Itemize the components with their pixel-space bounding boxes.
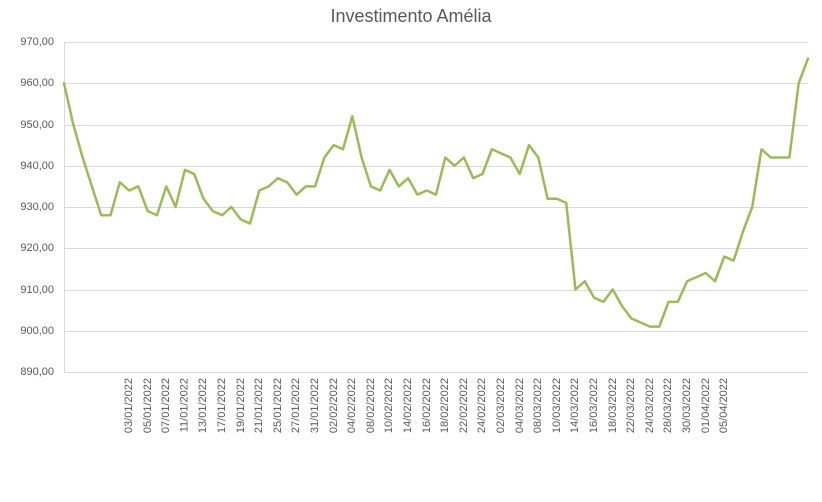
x-tick-label: 03/01/2022 bbox=[123, 378, 135, 433]
x-tick-label: 04/02/2022 bbox=[346, 378, 358, 433]
x-tick-label: 05/04/2022 bbox=[718, 378, 730, 433]
x-tick-label: 01/04/2022 bbox=[700, 378, 712, 433]
x-tick-label: 02/03/2022 bbox=[495, 378, 507, 433]
x-tick-label: 10/02/2022 bbox=[383, 378, 395, 433]
line-series bbox=[64, 42, 808, 372]
x-tick-label: 28/03/2022 bbox=[662, 378, 674, 433]
y-tick-label: 890,00 bbox=[0, 366, 54, 378]
x-tick-label: 25/01/2022 bbox=[272, 378, 284, 433]
x-tick-label: 02/02/2022 bbox=[328, 378, 340, 433]
x-tick-label: 14/02/2022 bbox=[402, 378, 414, 433]
y-tick-label: 920,00 bbox=[0, 242, 54, 254]
y-tick-label: 900,00 bbox=[0, 325, 54, 337]
x-tick-label: 21/01/2022 bbox=[253, 378, 265, 433]
x-tick-label: 19/01/2022 bbox=[235, 378, 247, 433]
x-tick-label: 18/03/2022 bbox=[607, 378, 619, 433]
y-tick-label: 970,00 bbox=[0, 36, 54, 48]
x-tick-label: 31/01/2022 bbox=[309, 378, 321, 433]
x-tick-label: 16/02/2022 bbox=[421, 378, 433, 433]
x-tick-label: 05/01/2022 bbox=[142, 378, 154, 433]
x-tick-label: 27/01/2022 bbox=[290, 378, 302, 433]
y-tick-label: 930,00 bbox=[0, 201, 54, 213]
x-tick-label: 08/02/2022 bbox=[365, 378, 377, 433]
chart-container: { "chart": { "type": "line", "title": "I… bbox=[0, 0, 822, 502]
x-tick-label: 22/02/2022 bbox=[458, 378, 470, 433]
y-tick-label: 950,00 bbox=[0, 119, 54, 131]
y-tick-label: 940,00 bbox=[0, 160, 54, 172]
x-tick-label: 18/02/2022 bbox=[439, 378, 451, 433]
x-tick-label: 30/03/2022 bbox=[681, 378, 693, 433]
x-tick-label: 17/01/2022 bbox=[216, 378, 228, 433]
plot-area bbox=[64, 42, 808, 372]
x-tick-label: 11/01/2022 bbox=[178, 378, 190, 432]
chart-title: Investimento Amélia bbox=[0, 6, 822, 27]
x-tick-label: 04/03/2022 bbox=[514, 378, 526, 433]
x-tick-label: 16/03/2022 bbox=[588, 378, 600, 433]
x-tick-label: 10/03/2022 bbox=[551, 378, 563, 433]
y-tick-label: 960,00 bbox=[0, 77, 54, 89]
x-tick-label: 24/02/2022 bbox=[476, 378, 488, 433]
x-tick-label: 07/01/2022 bbox=[160, 378, 172, 433]
grid-line bbox=[64, 372, 808, 373]
y-tick-label: 910,00 bbox=[0, 284, 54, 296]
x-tick-label: 14/03/2022 bbox=[569, 378, 581, 433]
x-tick-label: 24/03/2022 bbox=[644, 378, 656, 433]
x-tick-label: 22/03/2022 bbox=[625, 378, 637, 433]
x-tick-label: 08/03/2022 bbox=[532, 378, 544, 433]
x-tick-label: 13/01/2022 bbox=[197, 378, 209, 433]
